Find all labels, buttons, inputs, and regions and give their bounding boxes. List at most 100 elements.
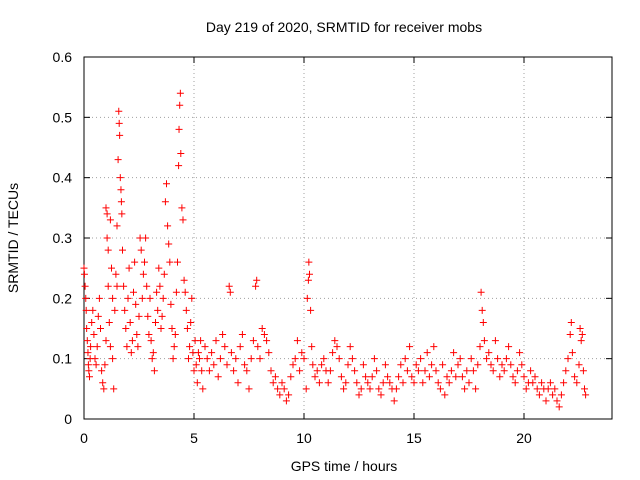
data-point	[171, 331, 179, 339]
data-point	[80, 264, 88, 272]
data-point	[498, 361, 506, 369]
data-point	[573, 379, 581, 387]
data-point	[118, 210, 126, 218]
data-point	[93, 343, 101, 351]
data-point	[113, 282, 121, 290]
data-point	[494, 355, 502, 363]
data-point	[296, 367, 304, 375]
data-point	[291, 355, 299, 363]
data-point	[553, 397, 561, 405]
data-point	[375, 385, 383, 393]
data-point	[210, 361, 218, 369]
data-point	[83, 337, 91, 345]
data-point	[476, 343, 484, 351]
data-point	[245, 385, 253, 393]
y-tick-label: 0.3	[53, 230, 73, 246]
data-point	[104, 282, 112, 290]
data-point	[551, 385, 559, 393]
data-point	[163, 180, 170, 188]
data-point	[121, 306, 129, 314]
y-tick-label: 0.6	[53, 49, 73, 65]
data-point	[125, 264, 133, 272]
data-point	[313, 367, 321, 375]
data-point	[578, 331, 586, 339]
data-point	[285, 391, 293, 399]
grid	[84, 57, 612, 419]
data-point	[538, 379, 546, 387]
y-axis-label: SRMTID / TECUs	[5, 183, 21, 293]
data-point	[168, 325, 176, 332]
data-point	[161, 198, 169, 206]
data-point	[408, 373, 416, 381]
data-point	[159, 294, 167, 302]
data-point	[567, 318, 575, 326]
y-tick-label: 0.4	[53, 170, 73, 186]
data-point	[450, 349, 458, 357]
data-point	[309, 361, 317, 369]
data-point	[234, 379, 242, 387]
data-point	[546, 379, 554, 387]
data-point	[122, 325, 130, 332]
data-point	[192, 361, 200, 369]
data-point	[178, 204, 186, 212]
data-point	[436, 385, 444, 393]
data-point	[226, 288, 234, 296]
data-point	[106, 216, 114, 224]
data-point	[166, 258, 174, 266]
y-tick-label: 0.5	[53, 109, 73, 125]
data-point	[263, 337, 271, 345]
data-point	[478, 306, 486, 314]
data-point	[401, 355, 409, 363]
data-point	[187, 318, 195, 326]
data-point	[138, 294, 146, 302]
data-point	[452, 373, 460, 381]
data-point	[293, 337, 301, 345]
data-point	[581, 385, 588, 393]
data-point	[379, 379, 387, 387]
data-point	[174, 258, 181, 266]
data-point	[144, 312, 152, 320]
data-point	[414, 367, 422, 375]
data-point	[164, 222, 172, 230]
data-point	[181, 288, 189, 296]
data-point	[145, 331, 153, 339]
y-tick-label: 0.1	[53, 351, 73, 367]
data-point	[577, 337, 585, 345]
data-point	[362, 373, 370, 381]
data-point	[243, 367, 251, 375]
data-point	[114, 156, 122, 164]
data-point	[392, 385, 400, 393]
data-point	[432, 367, 440, 375]
data-point	[115, 107, 123, 115]
data-point	[423, 349, 431, 357]
data-point	[94, 312, 102, 320]
data-point	[80, 270, 88, 278]
data-point	[227, 349, 235, 357]
data-point	[176, 89, 184, 97]
data-point	[150, 367, 158, 375]
data-point	[241, 361, 249, 369]
data-point	[194, 349, 202, 357]
data-point	[542, 397, 550, 405]
data-point	[355, 391, 363, 399]
data-point	[502, 355, 510, 363]
data-point	[92, 361, 100, 369]
data-point	[254, 343, 262, 351]
data-point	[190, 367, 198, 375]
data-point	[560, 379, 568, 387]
data-point	[101, 361, 109, 369]
data-point	[149, 349, 157, 357]
data-point	[465, 379, 473, 387]
data-point	[84, 361, 92, 369]
data-point	[571, 373, 579, 381]
data-point	[351, 367, 359, 375]
data-point	[522, 385, 530, 393]
data-point	[82, 294, 90, 302]
data-point	[274, 385, 282, 393]
data-point	[133, 331, 141, 339]
data-point	[103, 234, 111, 242]
data-point	[474, 361, 482, 369]
data-point	[91, 355, 99, 363]
data-point	[500, 367, 508, 375]
data-point	[496, 373, 504, 381]
